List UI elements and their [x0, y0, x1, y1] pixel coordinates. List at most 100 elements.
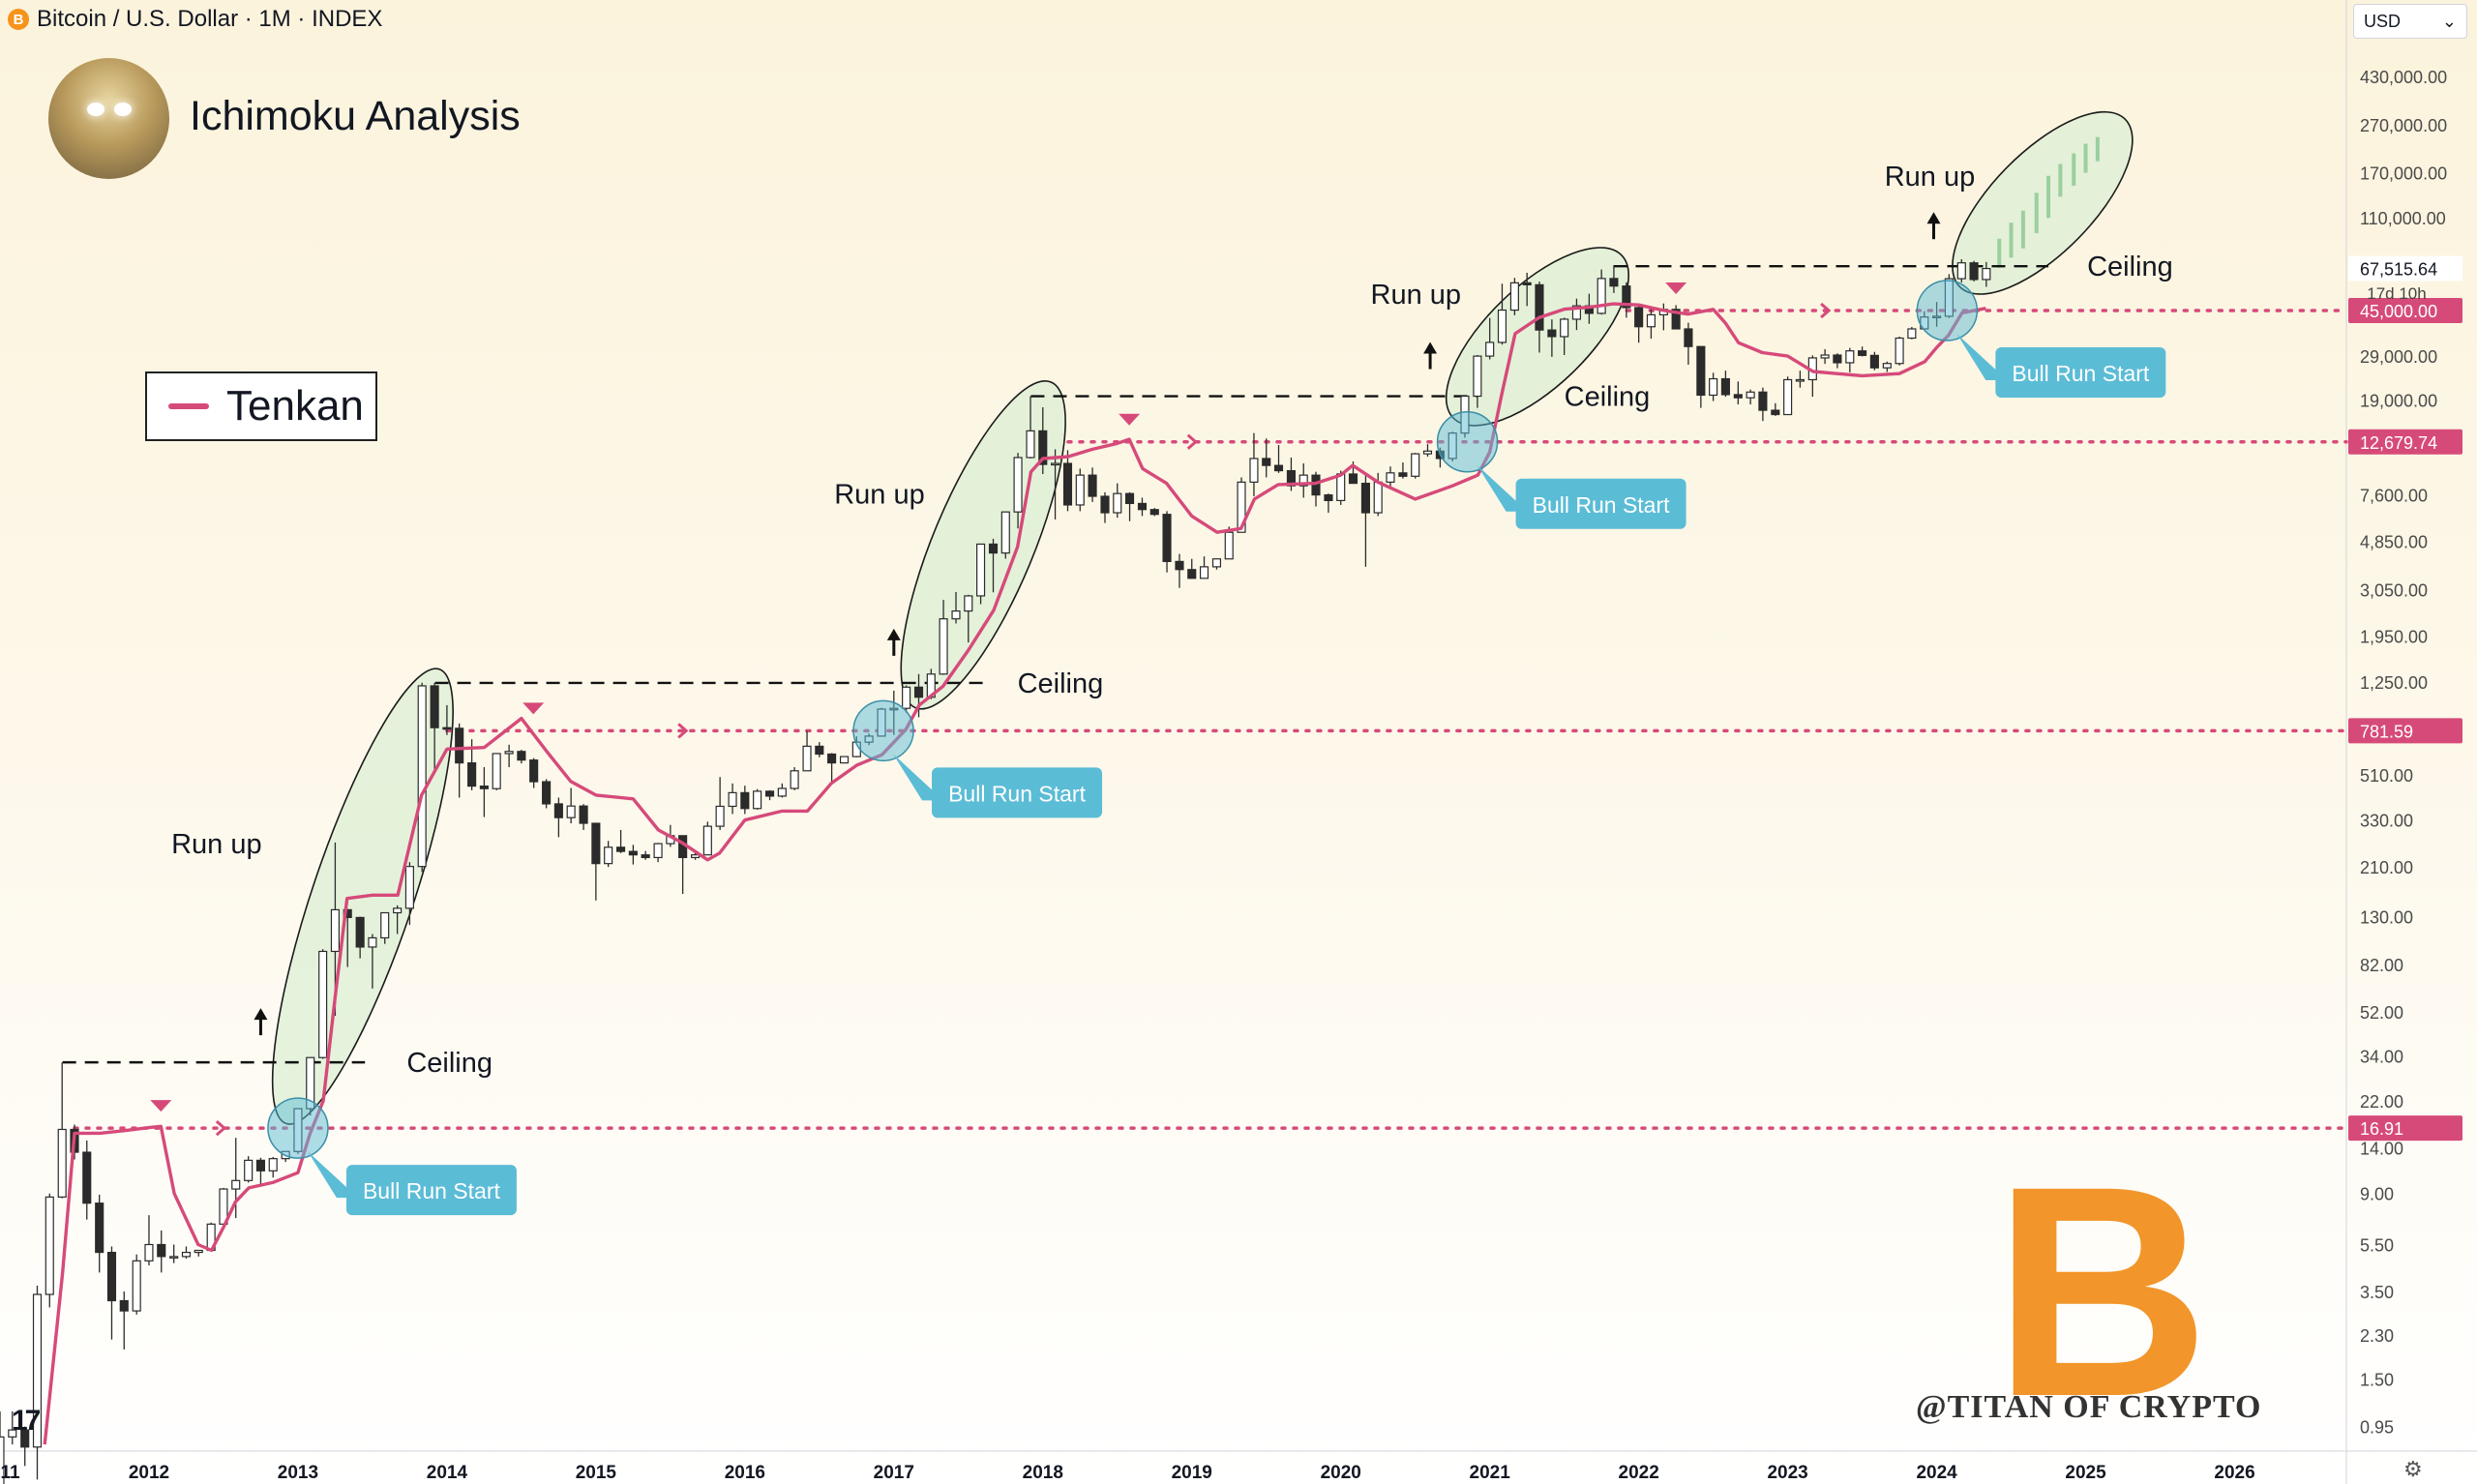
ceiling-label: Ceiling — [2087, 252, 2173, 282]
candle-body — [1298, 474, 1308, 487]
candle-body — [1535, 283, 1544, 331]
y-tick-label: 430,000.00 — [2360, 68, 2447, 87]
current-price-bg — [2348, 255, 2462, 282]
candle-body — [32, 1293, 43, 1448]
candle-body — [827, 753, 837, 764]
currency-select[interactable]: USD ⌄ — [2353, 4, 2467, 39]
bull-run-label: Bull Run Start — [2012, 361, 2150, 386]
candle-body — [653, 843, 663, 859]
runup-label: Run up — [834, 479, 925, 510]
y-tick-label: 22.00 — [2360, 1092, 2403, 1112]
candle-body — [753, 790, 762, 810]
candle-body — [1907, 328, 1917, 340]
candle-body — [467, 762, 477, 787]
candle-body — [119, 1299, 129, 1312]
candle-body — [1336, 473, 1346, 501]
candle-body — [616, 846, 626, 852]
candle-body — [106, 1251, 117, 1302]
candle-body — [504, 751, 514, 755]
y-tick-label: 330.00 — [2360, 812, 2413, 831]
down-triangle-icon — [1665, 282, 1687, 295]
candle-body — [181, 1251, 192, 1258]
candle-body — [740, 791, 750, 810]
avatar-eye-left-icon — [87, 103, 104, 116]
candle-body — [1684, 328, 1693, 347]
x-tick-label: 2022 — [1619, 1463, 1659, 1483]
candle-body — [380, 911, 390, 939]
chevron-right-icon — [677, 723, 689, 739]
y-tick-label: 9.00 — [2360, 1185, 2394, 1204]
y-tick-label: 1.50 — [2360, 1371, 2394, 1390]
bull-callout-box — [932, 767, 1103, 818]
candle-body — [1709, 377, 1718, 397]
x-tick-label: 2023 — [1767, 1463, 1807, 1483]
candle-body — [715, 805, 725, 827]
candle-body — [1733, 394, 1743, 399]
ceiling-label: Ceiling — [1565, 382, 1651, 413]
candle-body — [1795, 378, 1805, 382]
x-tick-label: 2012 — [129, 1463, 169, 1483]
candle-body — [330, 908, 340, 953]
candle-body — [1113, 492, 1122, 514]
x-tick-label: 2017 — [874, 1463, 914, 1483]
candle-body — [1000, 511, 1010, 554]
y-tick-label: 130.00 — [2360, 908, 2413, 928]
candle-body — [1162, 514, 1172, 562]
candle-body — [1858, 350, 1867, 356]
candle-body — [8, 1429, 17, 1438]
legend[interactable]: Tenkan — [145, 371, 377, 441]
candle-body — [579, 805, 588, 824]
settings-gear-icon[interactable]: ⚙ — [2403, 1457, 2423, 1481]
bull-run-label: Bull Run Start — [363, 1178, 501, 1203]
candle-body — [1820, 354, 1830, 359]
chevron-right-icon — [1820, 302, 1832, 319]
candle-body — [1373, 481, 1383, 514]
candle-body — [1149, 509, 1159, 516]
candle-body — [1386, 472, 1395, 483]
up-arrow-head-icon — [886, 628, 901, 640]
runup-label: Run up — [1885, 162, 1976, 193]
bull-callout-pointer — [1477, 464, 1528, 512]
candle-body — [1286, 469, 1297, 487]
candle-body — [1249, 458, 1259, 483]
y-tick-label: 210.00 — [2360, 858, 2413, 877]
candle-body — [902, 686, 911, 709]
candle-body — [1609, 278, 1619, 287]
x-tick-label: 2026 — [2214, 1463, 2254, 1483]
candle-body — [1473, 355, 1482, 398]
candle-body — [1013, 457, 1023, 513]
candle-body — [95, 1202, 104, 1254]
candle-body — [417, 685, 427, 868]
candle-body — [355, 916, 365, 948]
y-tick-label: 0.95 — [2360, 1418, 2394, 1438]
up-arrow-head-icon — [254, 1008, 268, 1021]
price-level-label: 45,000.00 — [2360, 302, 2437, 321]
candle-body — [255, 1159, 266, 1172]
candle-body — [1187, 569, 1197, 579]
candle-body — [1720, 377, 1730, 396]
y-tick-label: 110,000.00 — [2360, 209, 2446, 228]
y-tick-label: 14.00 — [2360, 1139, 2403, 1158]
candle-body — [157, 1243, 166, 1258]
bar-countdown: 17d 10h — [2367, 284, 2427, 303]
candle-body — [1783, 378, 1793, 416]
candle-body — [777, 787, 787, 797]
y-tick-label: 7,600.00 — [2360, 487, 2428, 506]
down-triangle-icon — [150, 1100, 172, 1113]
x-tick-label: 2024 — [1916, 1463, 1957, 1483]
y-tick-label: 3,050.00 — [2360, 580, 2428, 600]
candle-body — [479, 786, 489, 789]
candle-body — [591, 822, 601, 865]
candle-body — [764, 790, 775, 797]
price-level-badge — [2348, 1115, 2462, 1142]
x-tick-label: 2015 — [576, 1463, 617, 1483]
candle-body — [702, 825, 712, 856]
candle-body — [1485, 341, 1495, 357]
candle-body — [517, 751, 526, 761]
candle-body — [964, 595, 973, 612]
bull-run-circle-3 — [1436, 411, 1499, 473]
symbol-header[interactable]: B Bitcoin / U.S. Dollar · 1M · INDEX — [8, 4, 382, 35]
tradingview-logo-icon[interactable]: 17 — [12, 1405, 41, 1437]
candle-body — [442, 727, 452, 730]
